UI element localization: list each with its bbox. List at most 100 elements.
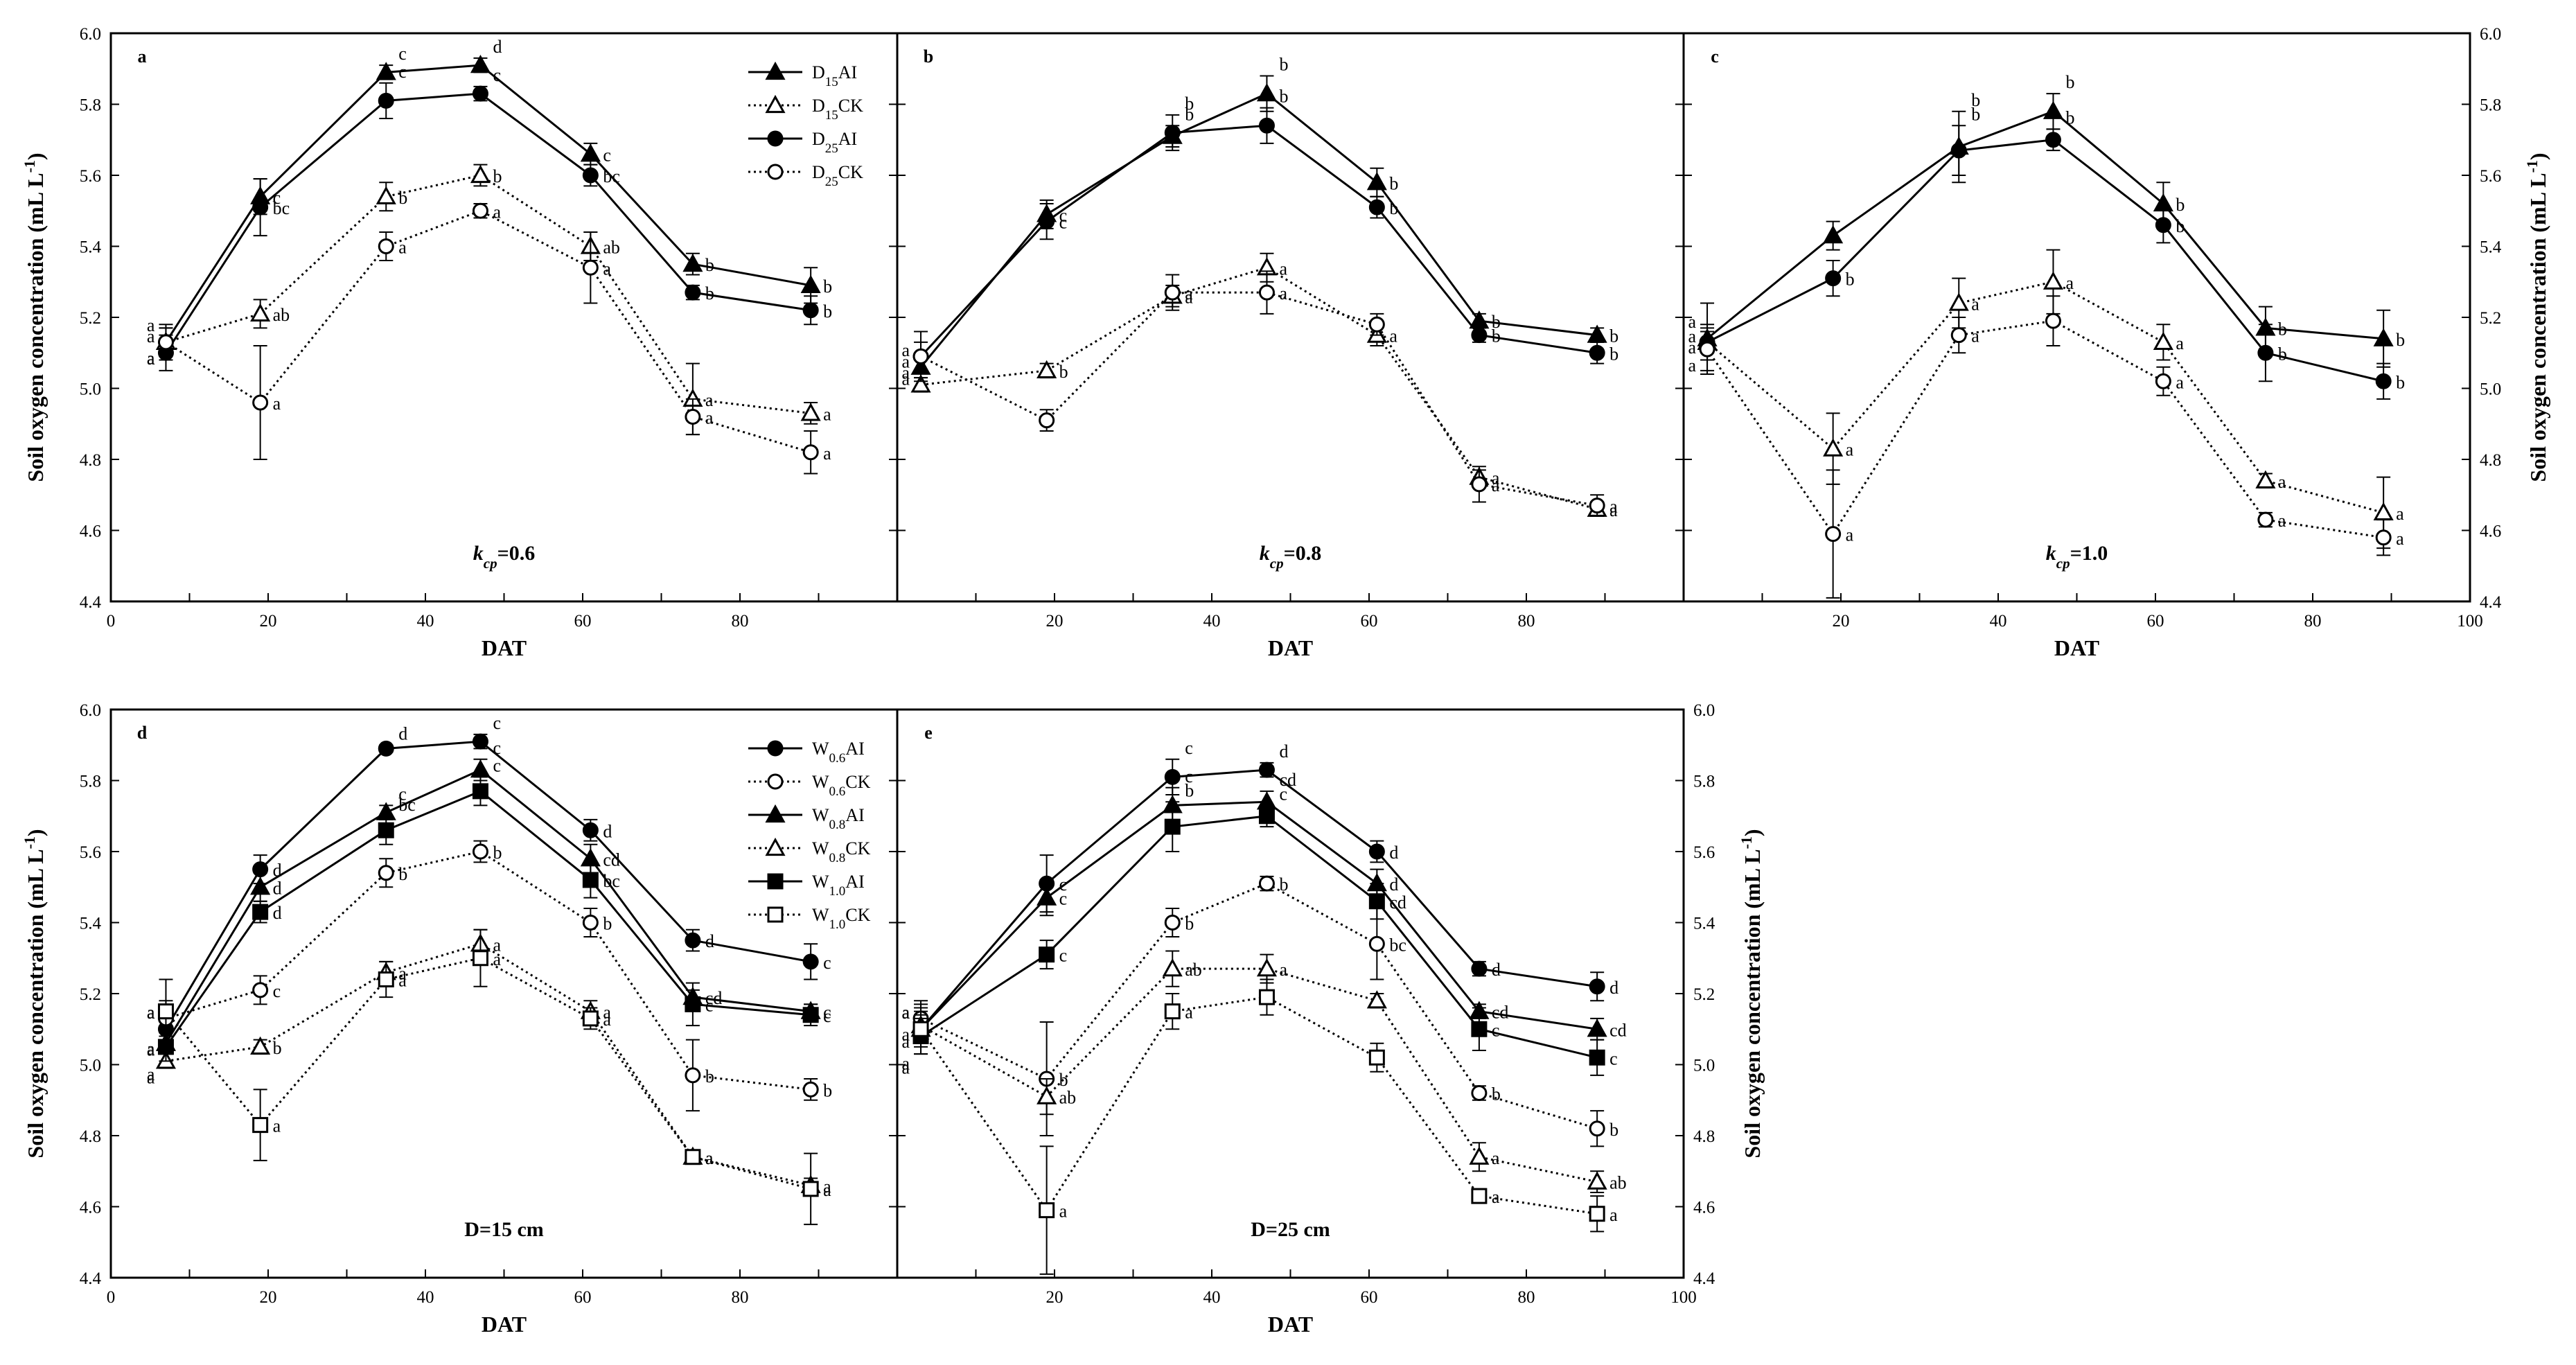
significance-letter: b	[2278, 319, 2287, 339]
legend-label-suffix: CK	[845, 772, 870, 792]
significance-letter: a	[273, 394, 281, 414]
legend-label-base: D	[812, 129, 825, 149]
legend-label-base: D	[812, 96, 825, 116]
y-tick-label: 5.2	[80, 985, 101, 1004]
legend-label-base: W	[812, 805, 829, 825]
data-point	[800, 403, 821, 421]
x-tick-label: 20	[260, 1288, 277, 1307]
significance-letter: a	[1279, 960, 1287, 980]
y-tick-label: 5.8	[2480, 96, 2501, 115]
legend-label: D25AI	[812, 129, 857, 156]
significance-letter: b	[2176, 195, 2185, 215]
significance-letter: bc	[273, 198, 290, 218]
y-tick-label: 5.2	[2480, 309, 2501, 328]
significance-letter: b	[1279, 87, 1288, 107]
significance-letter: b	[398, 864, 407, 884]
legend-label-suffix: CK	[838, 96, 863, 116]
x-tick-label: 20	[1833, 612, 1850, 631]
significance-letter: c	[1279, 784, 1287, 804]
significance-letter: c	[493, 755, 501, 775]
data-point	[1587, 1019, 1607, 1037]
significance-letter: b	[493, 843, 502, 863]
y-tick-label: 5.6	[80, 843, 101, 862]
significance-letter: bc	[1389, 935, 1406, 955]
significance-letter: ab	[273, 305, 290, 325]
data-point	[1589, 344, 1605, 361]
data-point	[582, 872, 599, 888]
significance-letter: b	[493, 166, 502, 186]
annotation-pre: k	[1260, 542, 1270, 565]
legend-label: D15CK	[812, 96, 863, 123]
data-point	[910, 374, 931, 393]
annotation-sub: cp	[1270, 555, 1284, 572]
series-D25CK: aa aaa	[902, 270, 1618, 517]
data-point	[470, 164, 491, 184]
significance-letter: a	[705, 408, 714, 428]
x-axis-title: DAT	[1268, 1312, 1313, 1337]
data-point	[767, 773, 784, 790]
y-tick-label: 5.4	[1693, 915, 1715, 933]
data-point	[472, 843, 488, 860]
significance-letter: cd	[1279, 770, 1296, 790]
legend-label-base: W	[812, 739, 829, 759]
data-point	[2375, 373, 2392, 389]
data-point	[1258, 284, 1275, 301]
legend-label: W0.6AI	[812, 739, 865, 766]
legend-label-sub: 1.0	[829, 917, 846, 932]
data-point	[580, 143, 601, 162]
significance-letter: b	[1846, 270, 1855, 290]
y-tick-label: 4.8	[2480, 451, 2501, 470]
data-point	[252, 199, 269, 215]
significance-letter: a	[902, 351, 910, 371]
plot-frame	[1682, 32, 2471, 603]
x-tick-label: 20	[1046, 612, 1064, 631]
x-tick-label: 60	[574, 1288, 592, 1307]
panel-letter: d	[137, 723, 148, 743]
data-point	[1164, 818, 1181, 835]
significance-letter: a	[2278, 511, 2286, 531]
data-point	[378, 971, 394, 987]
data-point	[2375, 529, 2392, 546]
legend-label: W0.8CK	[812, 838, 871, 865]
data-point	[1471, 327, 1488, 344]
significance-letter: a	[823, 1180, 831, 1200]
significance-letter: a	[147, 1039, 155, 1059]
significance-letter: b	[398, 188, 407, 208]
significance-letter: d	[705, 931, 714, 951]
significance-letter: c	[1059, 889, 1068, 909]
data-point	[472, 202, 488, 219]
data-point	[582, 915, 599, 931]
legend-label: W1.0CK	[812, 905, 871, 932]
y-tick-label: 5.4	[80, 915, 102, 933]
significance-letter: a	[2176, 333, 2184, 353]
data-point	[685, 1067, 701, 1084]
legend-label: D15AI	[812, 62, 857, 89]
significance-letter: d	[1609, 978, 1618, 998]
significance-letter: c	[398, 44, 407, 64]
data-point	[2043, 100, 2063, 119]
data-point	[1825, 270, 1842, 287]
data-point	[1589, 1120, 1605, 1137]
data-point	[2045, 132, 2061, 148]
x-axis-title: DAT	[2054, 635, 2099, 660]
significance-letter: bc	[603, 871, 620, 891]
legend-label-suffix: AI	[845, 739, 864, 759]
data-point	[685, 1149, 701, 1165]
significance-letter: b	[1971, 104, 1980, 124]
significance-letter: d	[1389, 874, 1398, 895]
data-point	[1258, 117, 1275, 134]
y-tick-label: 5.2	[1693, 985, 1715, 1004]
significance-letter: a	[273, 1116, 281, 1136]
data-point	[1471, 1085, 1488, 1101]
y-axis-title-end: )	[23, 152, 48, 160]
significance-letter: b	[1185, 780, 1194, 800]
annotation-pre: k	[2046, 542, 2056, 565]
legend-label: D25CK	[812, 162, 863, 189]
significance-letter: ab	[1059, 1088, 1077, 1108]
significance-letter: d	[1279, 741, 1288, 761]
data-point	[2045, 312, 2061, 329]
